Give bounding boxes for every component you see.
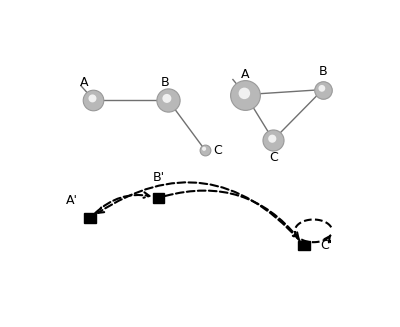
Text: C: C <box>269 151 278 164</box>
Point <box>201 146 207 151</box>
Text: B: B <box>160 76 169 89</box>
FancyBboxPatch shape <box>84 213 96 223</box>
Point <box>269 136 276 141</box>
Point <box>241 91 248 96</box>
Text: A: A <box>80 76 88 89</box>
Point <box>270 137 276 143</box>
Point <box>320 87 326 92</box>
Text: C: C <box>213 144 222 157</box>
Point <box>89 96 96 101</box>
Text: A': A' <box>66 194 78 207</box>
Point <box>202 147 208 153</box>
FancyBboxPatch shape <box>298 241 310 250</box>
Point <box>319 86 325 91</box>
Point <box>165 97 171 102</box>
Point <box>242 92 248 97</box>
Point <box>164 96 170 101</box>
Text: A: A <box>241 68 250 81</box>
Point <box>90 97 97 102</box>
Text: C': C' <box>320 239 332 252</box>
FancyBboxPatch shape <box>153 193 164 203</box>
Text: B: B <box>318 65 327 78</box>
Text: B': B' <box>152 171 164 184</box>
